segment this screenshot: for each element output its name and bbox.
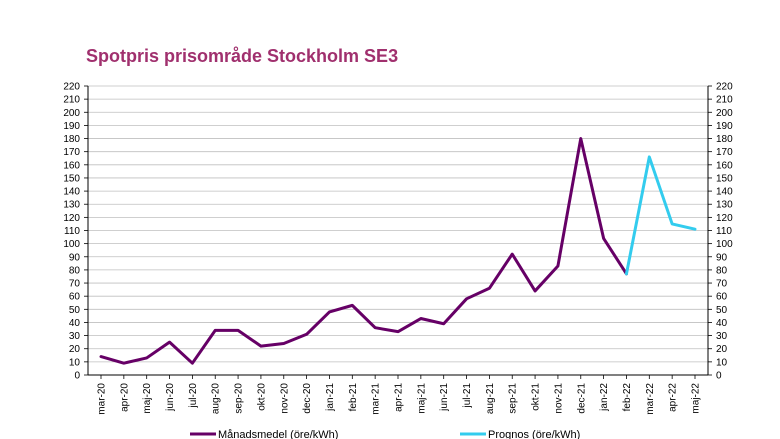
x-tick-label: sep-20 [234,383,245,414]
x-tick-label: okt-21 [531,383,542,411]
gridlines [88,85,708,363]
axes [84,85,712,379]
x-tick-label: okt-20 [256,383,267,411]
x-tick-label: feb-22 [622,383,633,412]
y-tick-label-right: 180 [716,134,733,145]
y-tick-label-left: 210 [63,95,80,106]
y-tick-label-right: 220 [716,82,733,93]
x-tick-label: dec-20 [302,383,313,414]
y-tick-label-right: 150 [716,173,733,184]
x-tick-label: jan-22 [599,383,610,412]
series-line-prognos [624,155,697,276]
y-tick-label-left: 30 [69,331,81,342]
y-tick-label-right: 100 [716,239,733,250]
x-tick-label: jun-21 [439,383,450,412]
y-tick-label-left: 120 [63,213,80,224]
y-tick-label-left: 70 [69,279,81,290]
x-tick-label: dec-21 [576,383,587,414]
x-tick-label: nov-20 [279,383,290,414]
x-tick-label: apr-21 [394,383,405,412]
y-tick-label-right: 210 [716,95,733,106]
x-tick-label: apr-22 [668,383,679,412]
y-tick-label-right: 140 [716,187,733,198]
y-tick-label-left: 150 [63,173,80,184]
y-tick-label-right: 160 [716,160,733,171]
legend-label: Månadsmedel (öre/kWh) [218,429,338,439]
x-tick-label: mar-22 [645,383,656,415]
x-tick-label: mar-20 [97,383,108,415]
x-tick-label: maj-22 [691,383,702,414]
y-tick-label-right: 170 [716,147,733,158]
y-tick-label-left: 90 [69,252,81,263]
x-tick-label: mar-21 [371,383,382,415]
y-tick-label-right: 70 [716,279,728,290]
y-tick-label-left: 170 [63,147,80,158]
y-tick-label-right: 0 [716,371,722,382]
y-tick-label-left: 100 [63,239,80,250]
y-tick-label-left: 140 [63,187,80,198]
y-tick-label-left: 130 [63,200,80,211]
y-tick-label-left: 20 [69,344,81,355]
x-tick-label: maj-21 [416,383,427,414]
x-tick-label: feb-21 [348,383,359,412]
y-axis-right-ticks: 0 10 20 30 40 50 60 70 80 90 100 110 120 130 140 150 160… [716,82,733,382]
y-tick-label-right: 90 [716,252,728,263]
y-tick-label-right: 30 [716,331,728,342]
x-tick-label: jun-20 [165,383,176,412]
y-tick-label-right: 40 [716,318,728,329]
y-tick-label-left: 80 [69,265,81,276]
series-line-manadsmedel [99,137,628,365]
y-tick-label-left: 180 [63,134,80,145]
legend: Månadsmedel (öre/kWh) Prognos (öre/kWh) [190,429,580,439]
x-tick-label: sep-21 [508,383,519,414]
y-tick-label-right: 200 [716,108,733,119]
y-tick-label-right: 190 [716,121,733,132]
y-tick-label-left: 110 [64,226,80,237]
chart-title: Spotpris prisområde Stockholm SE3 [86,46,399,66]
y-tick-label-right: 110 [716,226,732,237]
legend-label: Prognos (öre/kWh) [488,429,580,439]
x-tick-label: maj-20 [142,383,153,414]
x-tick-label: jul-21 [462,383,473,409]
y-tick-label-right: 50 [716,305,728,316]
y-tick-label-right: 130 [716,200,733,211]
y-tick-label-right: 120 [716,213,733,224]
y-tick-label-left: 190 [63,121,80,132]
y-tick-label-left: 10 [69,357,81,368]
y-tick-label-right: 80 [716,265,728,276]
x-tick-label: aug-20 [211,383,222,415]
x-tick-label: jan-21 [325,383,336,412]
y-tick-label-right: 60 [716,292,728,303]
y-tick-label-right: 20 [716,344,728,355]
y-axis-left-ticks: 0 10 20 30 40 50 60 70 80 90 100 110 120 130 140 150 160… [63,82,80,382]
x-tick-label: aug-21 [485,383,496,415]
y-tick-label-left: 60 [69,292,81,303]
y-tick-label-left: 40 [69,318,81,329]
x-tick-label: nov-21 [553,383,564,414]
x-tick-label: apr-20 [119,383,130,412]
y-tick-label-left: 200 [63,108,80,119]
x-tick-label: jul-20 [188,383,199,409]
y-tick-label-left: 160 [63,160,80,171]
y-tick-label-left: 0 [74,371,80,382]
y-tick-label-left: 50 [69,305,81,316]
series-lines [99,137,697,365]
y-tick-label-right: 10 [716,357,728,368]
x-axis-ticks: mar-20 apr-20 maj-20 jun-20 jul-20 aug-20 sep-… [97,383,702,415]
y-tick-label-left: 220 [63,82,80,93]
